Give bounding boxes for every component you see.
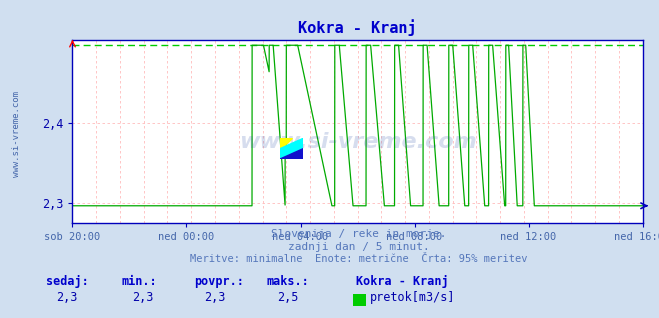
Text: 2,3: 2,3 xyxy=(204,291,225,303)
Text: povpr.:: povpr.: xyxy=(194,275,244,287)
Polygon shape xyxy=(280,138,303,159)
Text: maks.:: maks.: xyxy=(267,275,310,287)
Title: Kokra - Kranj: Kokra - Kranj xyxy=(298,19,417,36)
Text: www.si-vreme.com: www.si-vreme.com xyxy=(12,91,21,176)
Text: zadnji dan / 5 minut.: zadnji dan / 5 minut. xyxy=(288,242,430,252)
Polygon shape xyxy=(280,149,303,159)
Text: min.:: min.: xyxy=(122,275,158,287)
Text: sedaj:: sedaj: xyxy=(46,275,89,287)
Text: 2,3: 2,3 xyxy=(132,291,153,303)
Text: 2,3: 2,3 xyxy=(56,291,77,303)
Text: Kokra - Kranj: Kokra - Kranj xyxy=(356,275,449,287)
Polygon shape xyxy=(280,138,291,149)
Text: 2,5: 2,5 xyxy=(277,291,298,303)
Text: Slovenija / reke in morje.: Slovenija / reke in morje. xyxy=(272,229,447,239)
Text: Meritve: minimalne  Enote: metrične  Črta: 95% meritev: Meritve: minimalne Enote: metrične Črta:… xyxy=(190,254,528,264)
Text: www.si-vreme.com: www.si-vreme.com xyxy=(239,132,476,152)
Text: pretok[m3/s]: pretok[m3/s] xyxy=(370,291,456,303)
